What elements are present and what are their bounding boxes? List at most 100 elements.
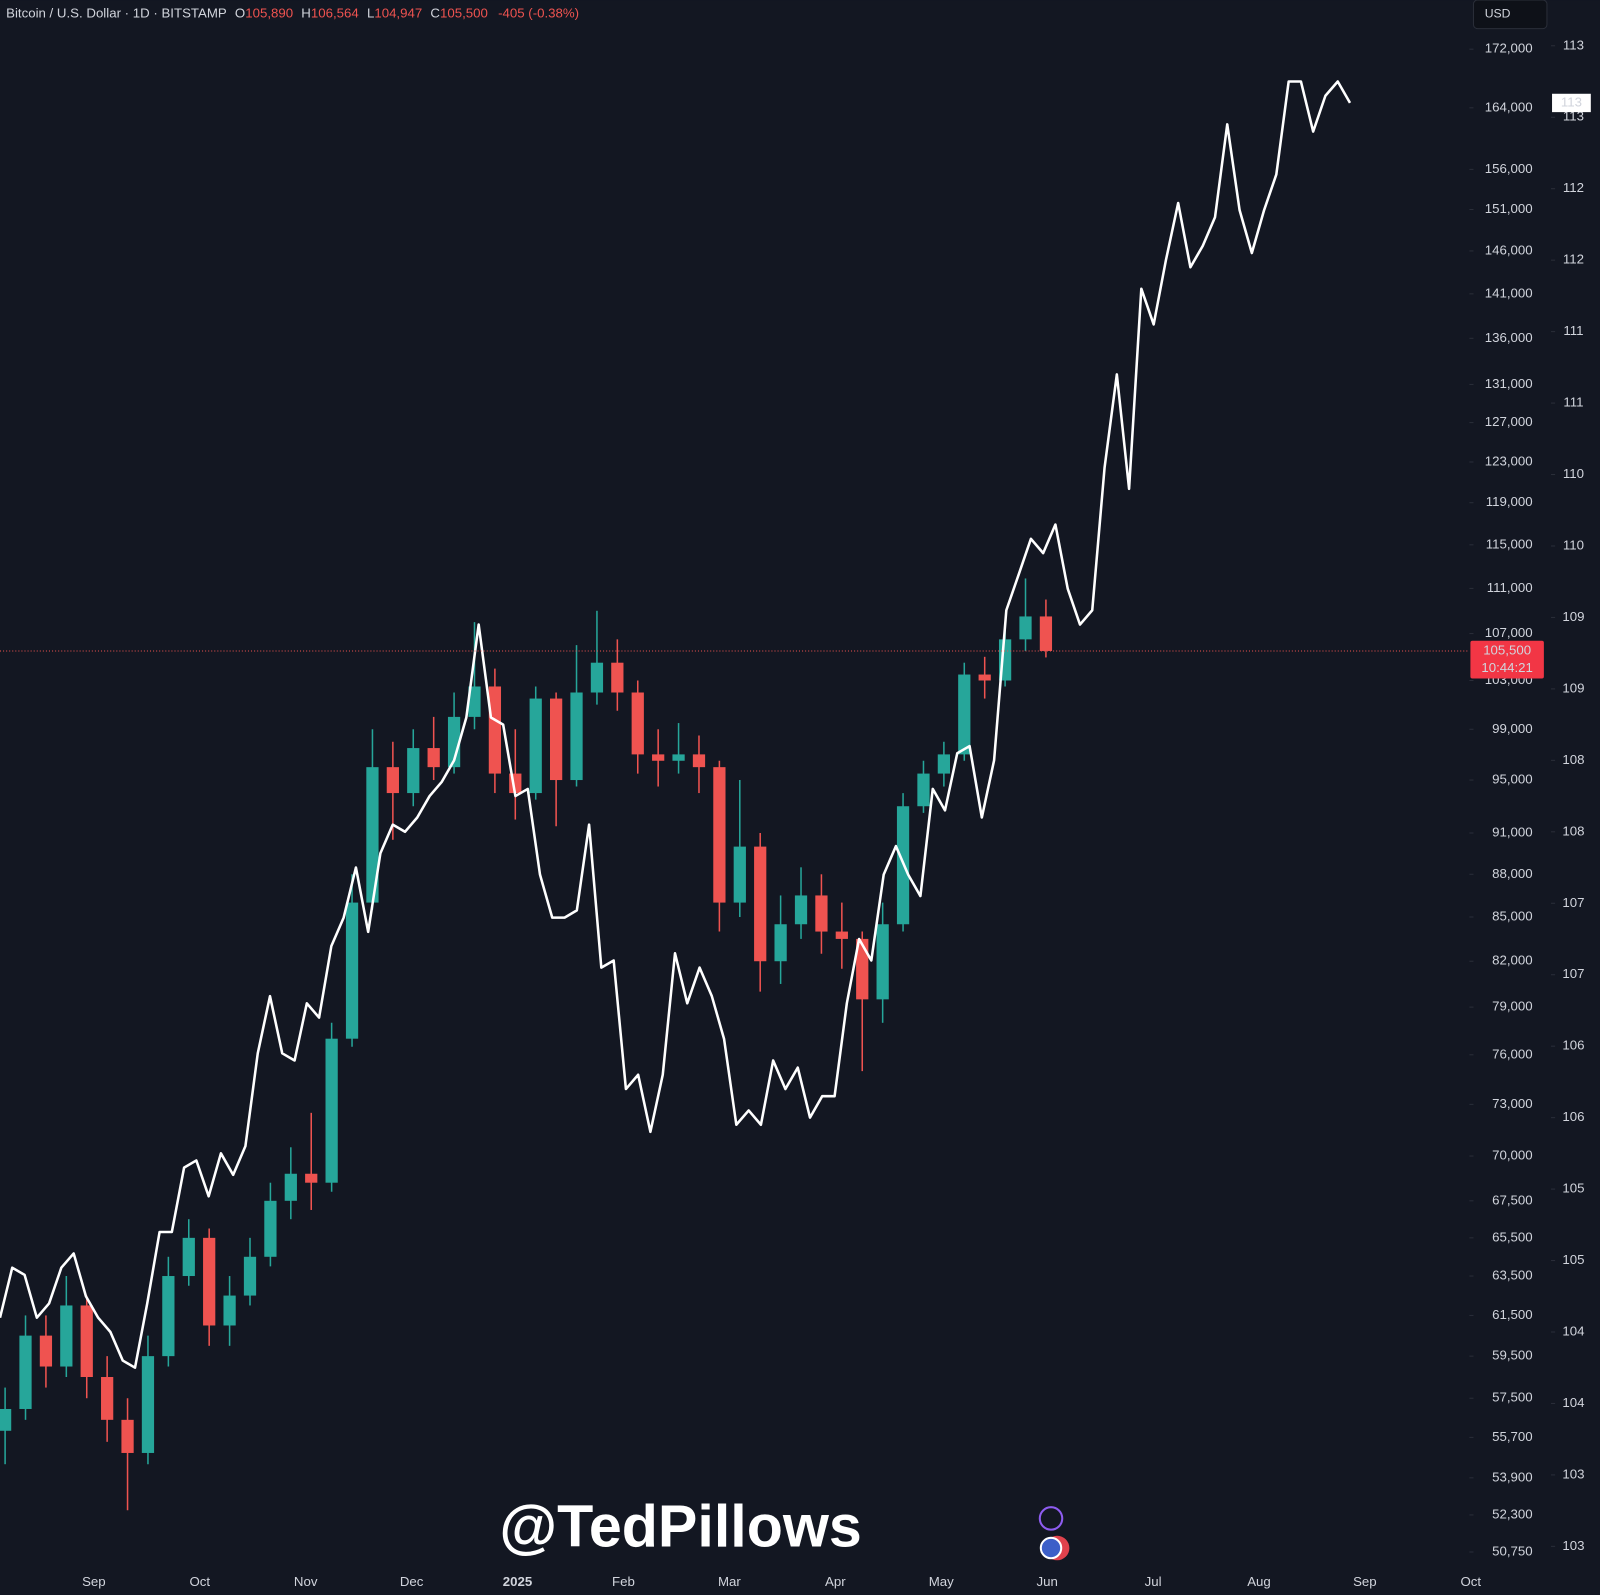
x-tick-label: Mar: [718, 1574, 741, 1589]
y2-tick-label: 104: [1562, 1324, 1584, 1339]
y-tick-label: 127,000: [1485, 414, 1533, 429]
y2-tick-label: 109: [1562, 609, 1584, 624]
candle-body: [488, 686, 502, 774]
low-value: 104,947: [374, 5, 422, 20]
countdown: 10:44:21: [1481, 660, 1533, 675]
low-label: L: [367, 5, 374, 20]
y2-tick-label: 108: [1562, 752, 1584, 767]
open-value: 105,890: [245, 5, 293, 20]
y-tick-label: 119,000: [1486, 494, 1533, 509]
y-tick-label: 52,300: [1492, 1506, 1533, 1521]
candle-body: [427, 748, 440, 768]
y2-tick-label: 112: [1563, 180, 1584, 195]
y-tick-label: 164,000: [1485, 99, 1533, 114]
x-tick-label: Aug: [1247, 1574, 1271, 1589]
y-tick-label: 61,500: [1492, 1307, 1533, 1322]
x-tick-label: Apr: [825, 1574, 846, 1589]
candle-body: [692, 754, 706, 768]
candle-body: [774, 924, 787, 962]
candle-body: [203, 1237, 216, 1326]
y2-tick-label: 112: [1563, 252, 1584, 267]
y-tick-label: 136,000: [1485, 330, 1533, 345]
y2-tick-label: 111: [1563, 323, 1583, 338]
candle-body: [101, 1377, 114, 1420]
x-tick-label: May: [929, 1574, 954, 1589]
x-tick-label: Dec: [400, 1574, 424, 1589]
y-tick-label: 115,000: [1486, 536, 1533, 551]
candle-body: [794, 895, 808, 925]
y-tick-label: 156,000: [1485, 161, 1533, 176]
legend-header: Bitcoin / U.S. Dollar · 1D · BITSTAMP O10…: [6, 5, 579, 20]
candle-body: [754, 846, 767, 962]
candle-body: [815, 895, 828, 932]
icon-flag-inner[interactable]: [1039, 1536, 1063, 1560]
y-tick-label: 70,000: [1492, 1148, 1533, 1163]
candle-body: [407, 748, 420, 794]
candle-body: [121, 1419, 134, 1453]
y2-tick-label: 106: [1562, 1038, 1584, 1053]
y-tick-label: 111,000: [1487, 580, 1533, 595]
candle-body: [570, 692, 583, 781]
candle-body: [937, 754, 950, 774]
y2-tick-label: 103: [1562, 1538, 1584, 1553]
y-tick-label: 131,000: [1485, 376, 1533, 391]
candle-body: [386, 767, 399, 794]
candle-body: [917, 773, 930, 807]
candle-body: [325, 1038, 338, 1183]
y2-tick-label: 103: [1562, 1466, 1584, 1481]
candle-body: [243, 1256, 257, 1296]
high-value: 106,564: [311, 5, 359, 20]
y2-tick-label: 107: [1562, 966, 1584, 981]
y-tick-label: 141,000: [1485, 285, 1533, 300]
y2-tick-label: 105: [1562, 1181, 1584, 1196]
candle-body: [447, 716, 461, 768]
x-tick-label: Feb: [612, 1574, 635, 1589]
candle-body: [60, 1305, 73, 1367]
candle-body: [529, 698, 542, 794]
candle-body: [162, 1276, 175, 1357]
y2-tick-label: 107: [1562, 895, 1584, 910]
candle-body: [141, 1356, 155, 1453]
watermark: @TedPillows: [499, 1492, 861, 1559]
last-price-label: 105,500: [1483, 642, 1531, 657]
open-label: O: [235, 5, 245, 20]
x-tick-label: Jul: [1145, 1574, 1162, 1589]
y2-tick-label: 104: [1562, 1395, 1584, 1410]
candle-body: [958, 674, 971, 755]
y-tick-label: 76,000: [1492, 1046, 1533, 1061]
close-label: C: [430, 5, 440, 20]
y-tick-label: 88,000: [1492, 866, 1533, 881]
candle-body: [672, 754, 685, 761]
y2-tick-label: 113: [1563, 109, 1584, 124]
candle-body: [978, 674, 991, 681]
y-tick-label: 79,000: [1492, 999, 1533, 1014]
y-tick-label: 53,900: [1492, 1469, 1533, 1484]
y2-tick-label: 113: [1563, 37, 1584, 52]
x-tick-label: Nov: [294, 1574, 318, 1589]
change: -405 (-0.38%): [498, 5, 579, 20]
candle-body: [284, 1173, 297, 1201]
y-tick-label: 107,000: [1485, 625, 1533, 640]
candle-body: [1019, 616, 1032, 640]
icon-flash[interactable]: [1038, 1506, 1064, 1531]
y-tick-label: 91,000: [1492, 825, 1533, 840]
high-label: H: [301, 5, 311, 20]
currency-button[interactable]: [1472, 0, 1548, 30]
y-tick-label: 151,000: [1485, 201, 1533, 216]
candle-body: [876, 924, 889, 1000]
candle-body: [345, 902, 359, 1039]
y-tick-label: 172,000: [1485, 41, 1533, 56]
x-tick-label: Sep: [1353, 1574, 1377, 1589]
y2-tick-label: 109: [1562, 680, 1584, 695]
candle-body: [733, 846, 746, 903]
candle-body: [713, 767, 726, 903]
candle-body: [590, 662, 604, 693]
x-tick-label: Jun: [1036, 1574, 1057, 1589]
y2-tick-label: 110: [1563, 466, 1584, 481]
last-price-tag: [1470, 640, 1544, 679]
currency[interactable]: USD: [1485, 7, 1511, 21]
line-last-label: 113: [1561, 94, 1582, 109]
